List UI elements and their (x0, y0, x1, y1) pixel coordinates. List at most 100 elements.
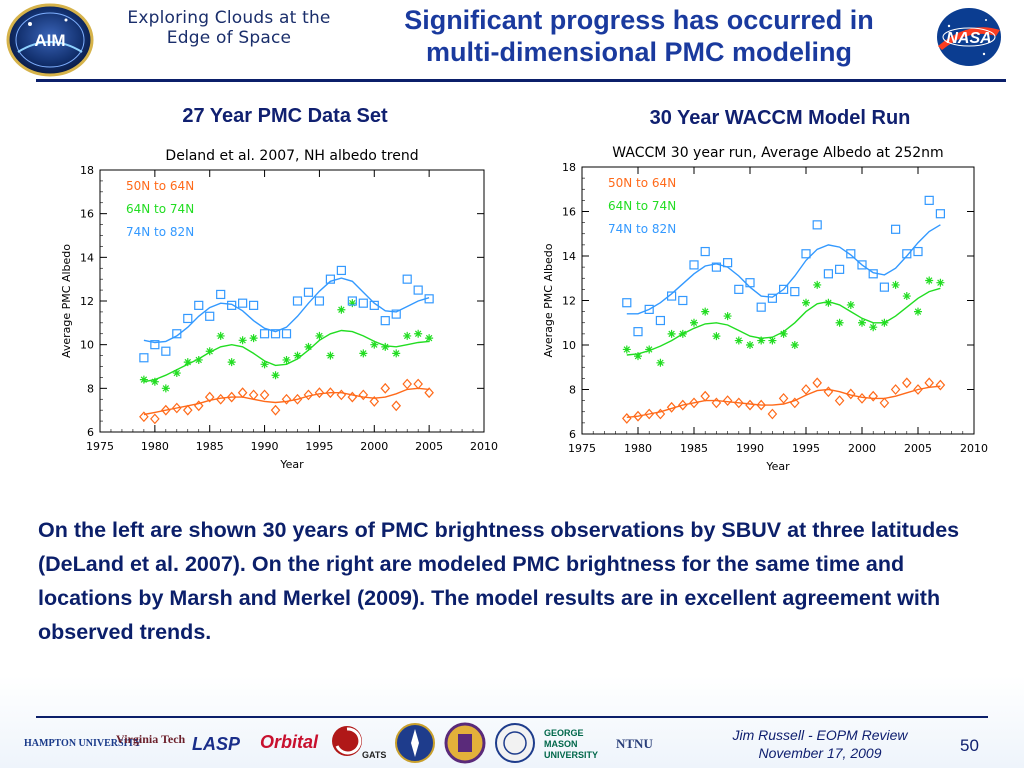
data-point-diamond (767, 408, 778, 420)
data-point-square (622, 298, 632, 308)
legend-entry-asterisk: 64N to 74N (126, 202, 194, 216)
data-point-asterisk (337, 305, 346, 314)
x-tick-label: 1995 (792, 442, 820, 455)
data-point-asterisk (282, 355, 291, 364)
data-point-square (139, 353, 149, 363)
data-point-asterisk (869, 323, 878, 332)
data-point-square (935, 209, 945, 219)
data-point-diamond (621, 413, 632, 424)
data-point-asterisk (260, 360, 269, 369)
data-point-square (879, 282, 889, 292)
slide-caption: On the left are shown 30 years of PMC br… (38, 518, 960, 644)
gats-logo: GATS (362, 750, 387, 760)
data-point-diamond (890, 384, 901, 395)
aim-mission-logo: AIM (6, 3, 94, 77)
data-point-diamond (391, 400, 402, 412)
y-tick-label: 14 (80, 251, 94, 264)
slide-title-line-1: Significant progress has occurred in (404, 5, 874, 35)
data-point-diamond (139, 411, 149, 423)
ntnu-logo: NTNU (616, 736, 653, 751)
data-point-square (325, 274, 335, 284)
data-point-square (391, 309, 401, 319)
data-point-square (633, 327, 643, 337)
data-point-asterisk (757, 336, 766, 345)
slide-title-line-2: multi-dimensional PMC modeling (425, 37, 852, 67)
data-point-asterisk (902, 292, 911, 301)
data-point-asterisk (645, 345, 654, 354)
data-point-asterisk (216, 331, 225, 340)
data-point-square (270, 329, 281, 339)
data-point-asterisk (880, 318, 889, 327)
y-tick-label: 10 (80, 339, 94, 352)
crest-seal-icon (444, 722, 486, 764)
data-point-diamond (655, 408, 666, 420)
y-tick-label: 8 (569, 384, 576, 397)
data-point-square (281, 329, 292, 339)
data-point-square (700, 246, 710, 257)
data-point-asterisk (824, 298, 833, 307)
x-tick-label: 2000 (360, 440, 388, 453)
data-point-asterisk (678, 329, 687, 338)
data-point-square (891, 224, 901, 234)
header-divider (36, 79, 1006, 82)
data-point-diamond (711, 397, 722, 409)
data-point-diamond (845, 388, 856, 400)
data-point-square (667, 291, 677, 301)
data-point-diamond (700, 390, 711, 402)
chart-deland-observations: Deland et al. 2007, NH albedo trend 1975 1… (46, 136, 506, 482)
nasa-logo-text: NASA (946, 30, 991, 47)
y-tick-label: 12 (80, 295, 94, 308)
y-tick-label: 12 (562, 295, 576, 308)
data-point-square (216, 289, 226, 300)
x-tick-label: 1985 (680, 442, 708, 455)
data-point-square (790, 287, 800, 297)
data-point-diamond (347, 391, 358, 403)
data-point-diamond (182, 404, 193, 416)
data-point-diamond (237, 387, 248, 399)
x-tick-label: 2005 (415, 440, 443, 453)
x-tick-label: 2010 (960, 442, 988, 455)
x-tick-label: 2010 (470, 440, 498, 453)
data-point-asterisk (348, 299, 357, 308)
data-point-diamond (369, 396, 380, 407)
data-point-asterisk (925, 276, 934, 285)
data-point-diamond (935, 379, 946, 391)
data-point-asterisk (205, 347, 214, 356)
data-point-square (347, 296, 357, 306)
y-axis-label: Average PMC Albedo (60, 244, 73, 358)
data-point-asterisk (227, 358, 236, 367)
data-point-square (303, 287, 314, 297)
data-point-asterisk (183, 358, 192, 367)
data-point-diamond (314, 387, 325, 399)
data-point-square (801, 249, 811, 259)
data-point-square (259, 329, 270, 339)
data-point-diamond (424, 387, 434, 399)
data-point-square (655, 315, 666, 326)
left-panel-heading: 27 Year PMC Data Set (182, 105, 388, 127)
legend-entry-asterisk: 64N to 74N (608, 199, 676, 213)
george-mason-logo: GEORGE MASON UNIVERSITY (544, 728, 599, 760)
data-point-diamond (834, 395, 845, 407)
data-point-diamond (689, 397, 699, 409)
data-point-asterisk (271, 371, 280, 380)
x-tick-label: 1980 (624, 442, 652, 455)
y-tick-label: 14 (562, 250, 576, 263)
data-point-square (194, 300, 204, 310)
data-point-square (689, 260, 699, 270)
y-tick-label: 18 (562, 161, 576, 174)
chart-waccm-svg: WACCM 30 year run, Average Albedo at 252… (542, 145, 988, 473)
data-point-diamond (778, 392, 789, 404)
trend-line (626, 224, 941, 315)
data-point-asterisk (293, 351, 302, 360)
x-axis-label: Year (279, 458, 304, 471)
data-point-square (734, 284, 744, 294)
data-point-square (868, 269, 878, 279)
data-point-asterisk (238, 336, 247, 345)
data-point-asterisk (813, 280, 822, 289)
aim-logo-text: AIM (34, 31, 65, 50)
data-point-square (823, 269, 833, 279)
data-point-asterisk (392, 349, 401, 358)
data-point-asterisk (139, 375, 148, 384)
nasa-meatball-logo: NASA (937, 8, 1001, 66)
data-point-square (336, 265, 346, 276)
